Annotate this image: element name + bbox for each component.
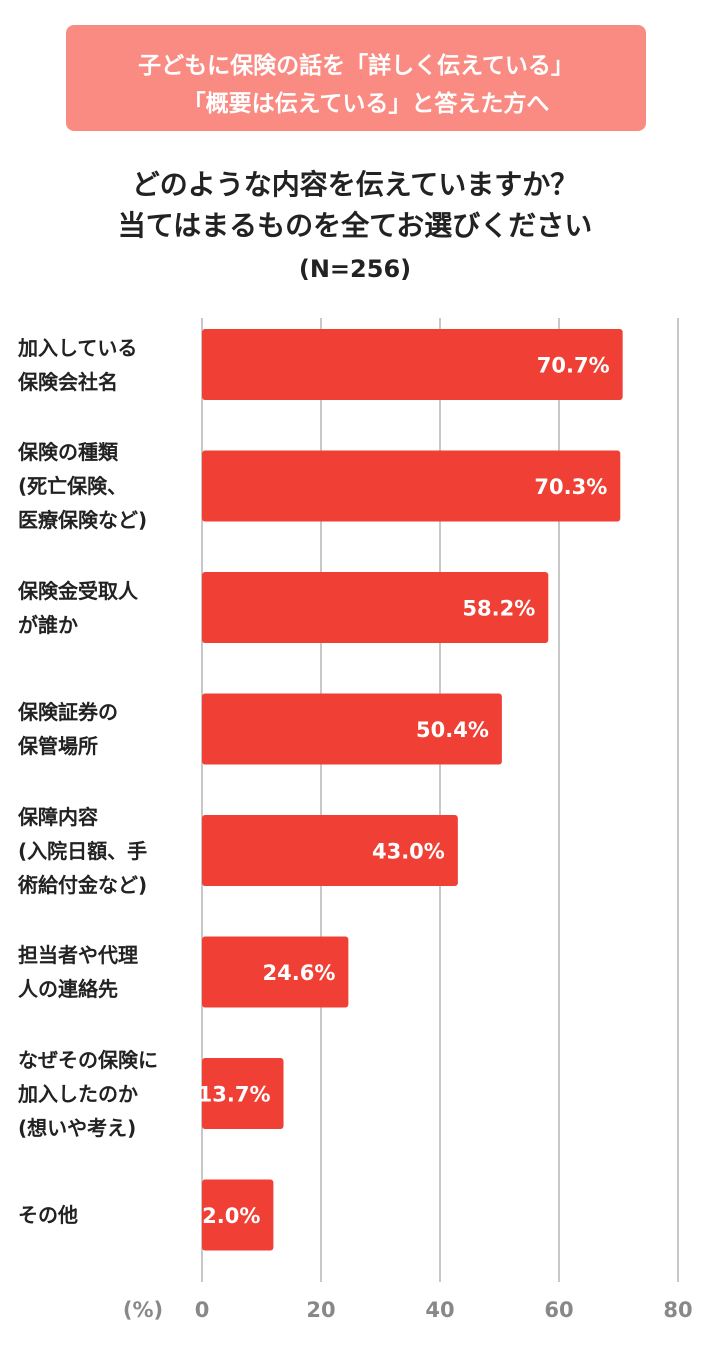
bar (202, 815, 458, 886)
x-tick-label: 0 (195, 1298, 210, 1322)
category-label-line: (入院日額、手 (18, 838, 148, 863)
category-label: 保険金受取人 が誰か (18, 574, 138, 642)
category-label-line: 加入している (18, 335, 138, 360)
category-label-line: が誰か (18, 612, 78, 637)
category-label-line: 保険の種類 (18, 440, 118, 464)
x-tick-label: 80 (663, 1298, 692, 1322)
category-label: 保険の種類 (死亡保険、 医療保険など) (18, 435, 147, 537)
category-label-line: 保険金受取人 (18, 578, 138, 603)
bar (202, 572, 549, 643)
category-label: 保障内容 (入院日額、手 術給付金など) (18, 800, 147, 902)
question-title-line-2: 当てはまるものを全てお選びください (117, 209, 593, 242)
bar (202, 450, 621, 522)
category-label-line: 人の連絡先 (18, 977, 118, 1001)
x-tick-label: 60 (544, 1298, 573, 1322)
bar-value-label: 50.4% (416, 718, 489, 742)
bar-value-label: 70.7% (537, 354, 610, 378)
category-label-line: なぜその保険に (18, 1047, 158, 1072)
category-label-line: (死亡保険、 (18, 474, 128, 498)
sample-size: (N=256) (298, 255, 412, 283)
bar (202, 329, 623, 400)
category-label-line: 保険会社名 (18, 369, 118, 394)
bar-value-label: 58.2% (462, 597, 535, 621)
bar-value-label: 43.0% (372, 840, 445, 864)
banner-line-2: 「概要は伝えている」と答えた方へ (182, 91, 550, 117)
x-tick-label: 20 (306, 1298, 335, 1322)
category-label-line: 保障内容 (18, 804, 98, 829)
category-label-line: 担当者や代理 (18, 943, 138, 967)
bar (202, 936, 349, 1008)
category-label-line: 術給付金など) (18, 872, 148, 897)
category-label-line: その他 (18, 1203, 78, 1227)
bar (202, 693, 502, 765)
category-label-line: 加入したのか (18, 1081, 138, 1106)
bar-value-label: 70.3% (534, 475, 607, 499)
x-tick-label: 40 (425, 1298, 454, 1322)
bar-value-label: 24.6% (263, 961, 336, 985)
bar-chart: 70.7% 70.3% 58.2% 50.4% 43.0% 24.6% 13.7% 12.0%… (123, 318, 693, 1322)
bar (202, 1058, 284, 1129)
x-axis-unit: (%) (123, 1298, 163, 1322)
question-title-line-1: どのような内容を伝えていますか？ (131, 168, 579, 201)
category-label: なぜその保険に 加入したのか (想いや考え) (18, 1043, 158, 1145)
category-label-line: (想いや考え) (18, 1115, 137, 1140)
bar-value-label: 13.7% (198, 1083, 271, 1107)
header-banner: 子どもに保険の話を「詳しく伝えている」 「概要は伝えている」と答えた方へ (66, 25, 646, 131)
bar-value-label: 12.0% (188, 1204, 261, 1228)
category-label: 担当者や代理 人の連絡先 (18, 938, 138, 1006)
category-label: 保険証券の 保管場所 (18, 695, 118, 763)
category-label-line: 医療保険など) (18, 508, 148, 532)
category-label-line: 保険証券の (18, 700, 118, 724)
bar (202, 1179, 274, 1251)
category-label: その他 (18, 1198, 78, 1232)
category-label: 加入している 保険会社名 (18, 331, 137, 399)
banner-line-1: 子どもに保険の話を「詳しく伝えている」 (138, 53, 574, 79)
category-label-line: 保管場所 (18, 734, 98, 758)
